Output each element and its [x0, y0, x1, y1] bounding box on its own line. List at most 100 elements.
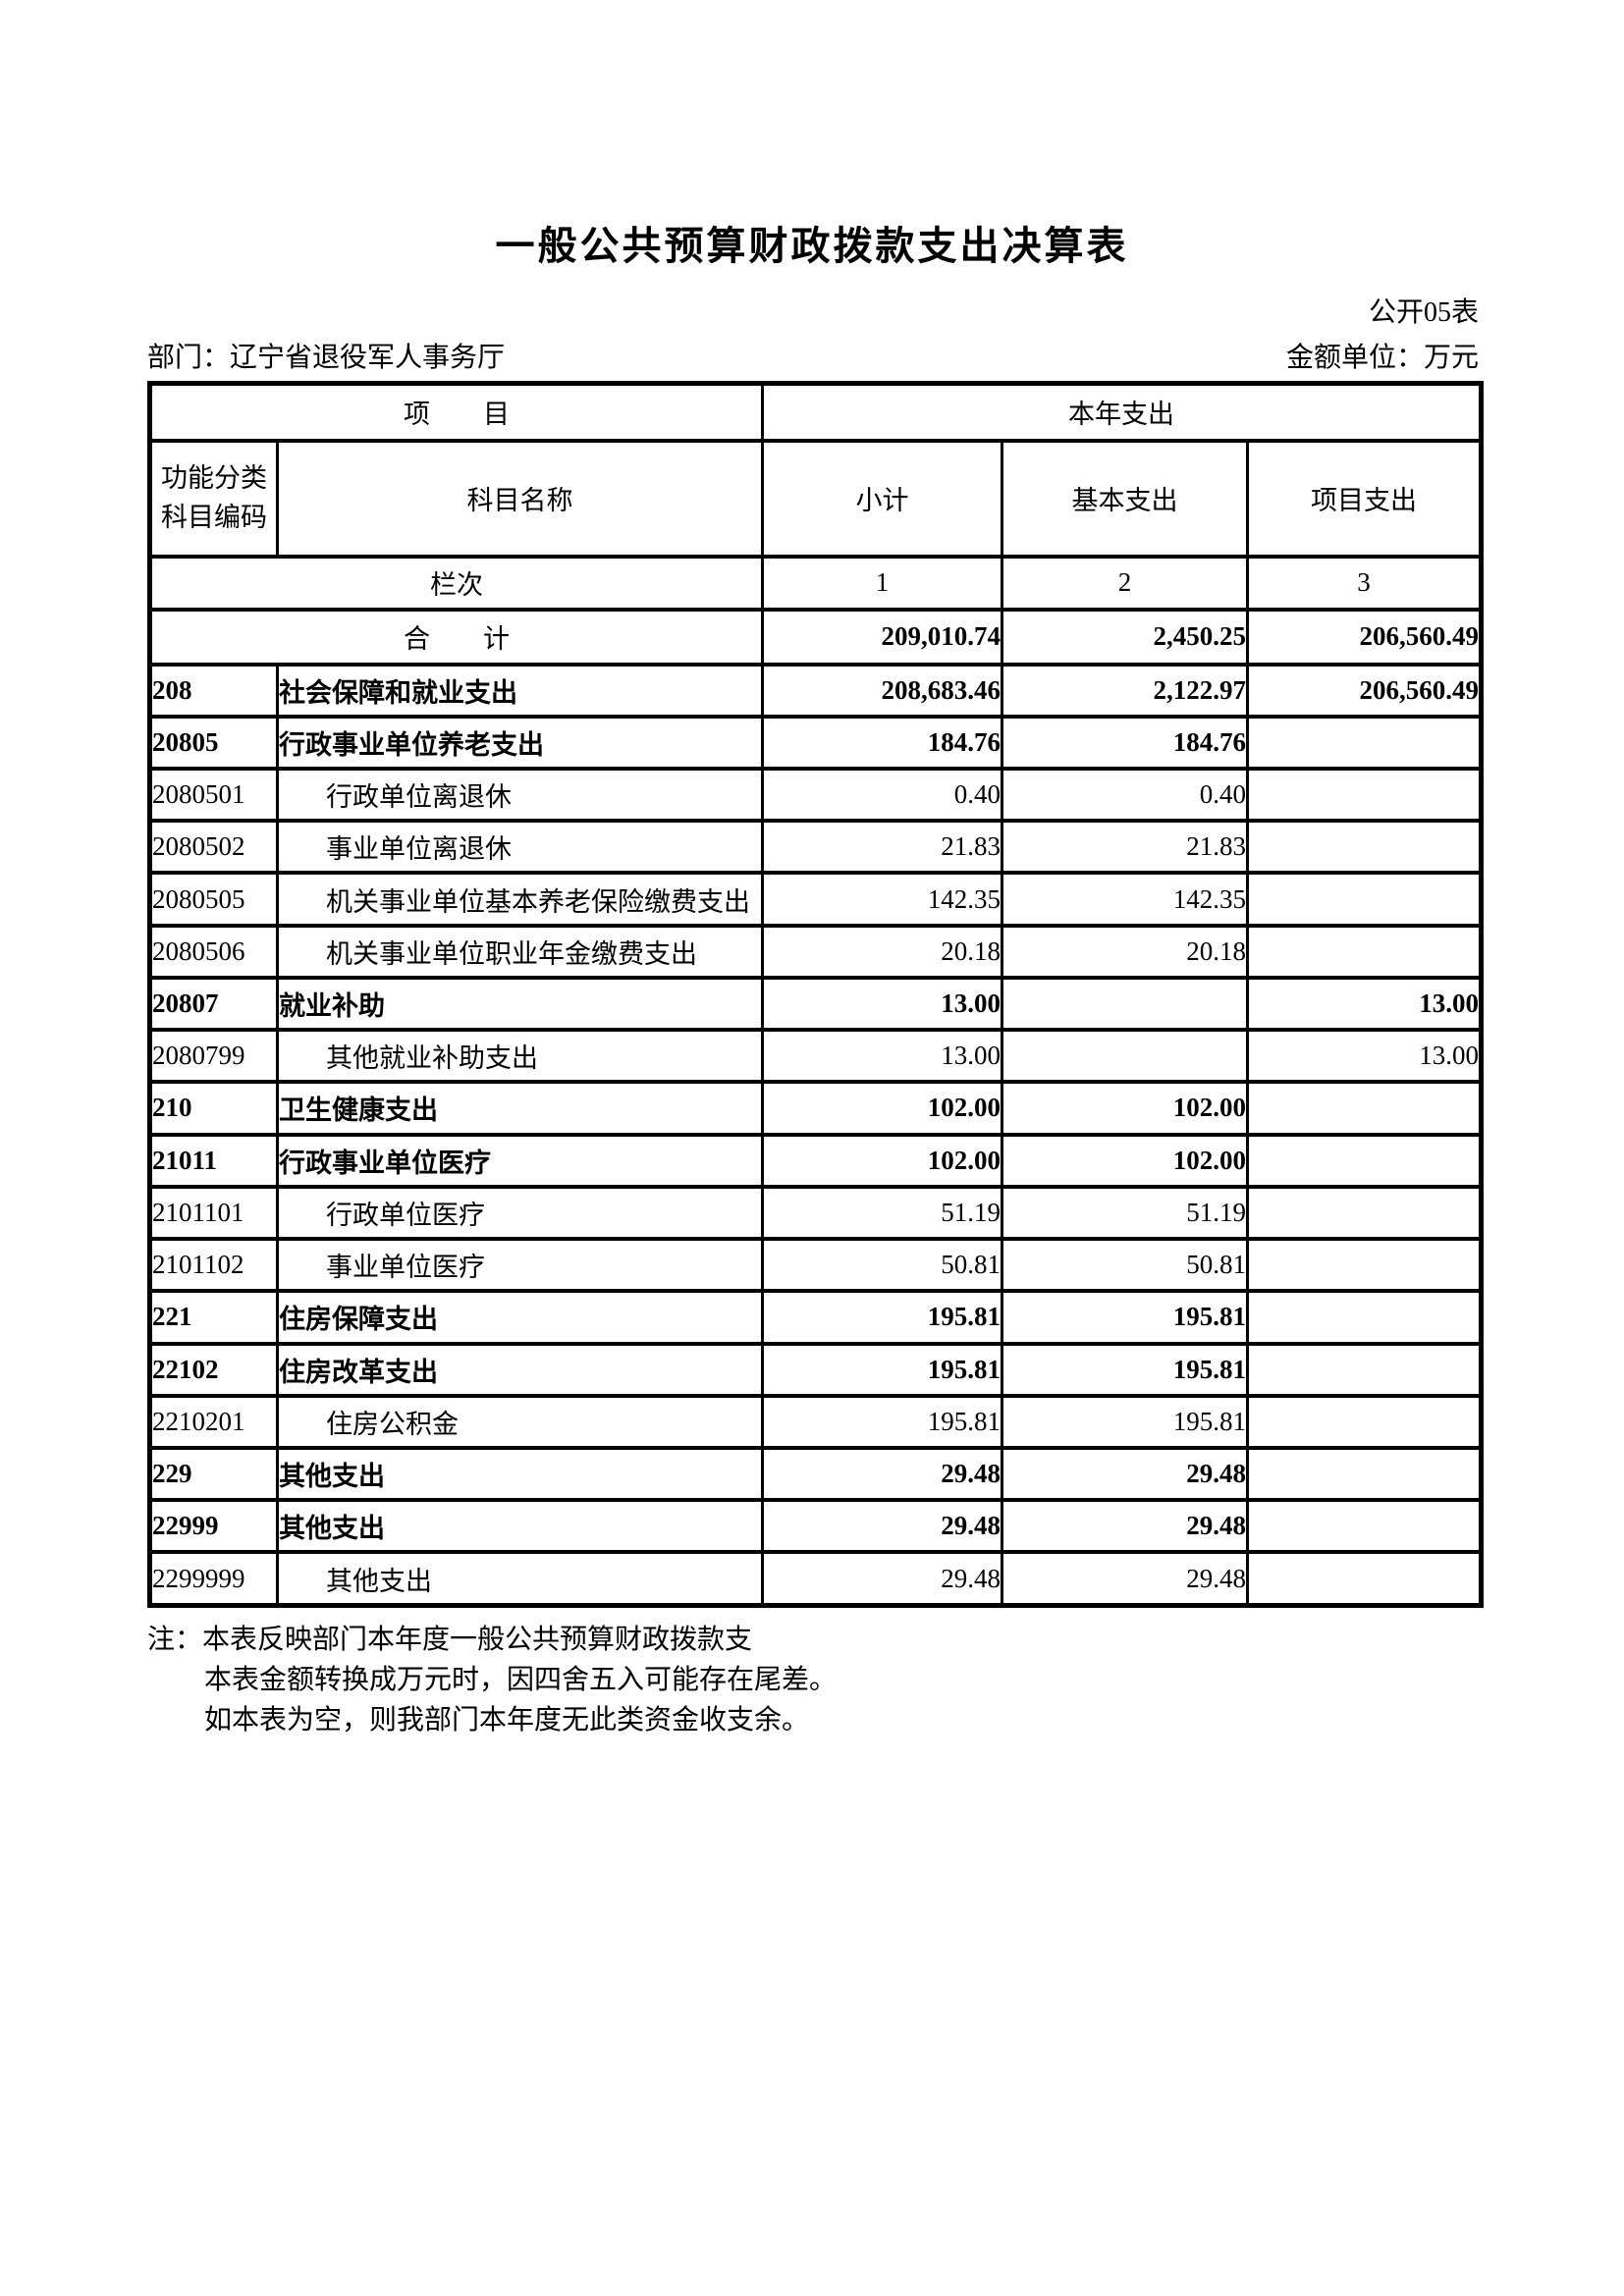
cell-basic: 20.18	[1001, 923, 1249, 980]
cell-subtotal: 29.48	[761, 1446, 1003, 1503]
cell-name: 住房公积金	[276, 1393, 764, 1451]
cell-subtotal: 50.81	[761, 1237, 1003, 1294]
cell-name: 行政事业单位医疗	[276, 1132, 764, 1189]
department-label: 部门：辽宁省退役军人事务厅	[147, 343, 506, 373]
cell-name: 其他支出	[276, 1498, 764, 1555]
cell-name: 行政单位离退休	[276, 766, 764, 824]
total-row: 合 计 209,010.74 2,450.25 206,560.49	[148, 607, 1484, 667]
cell-name: 事业单位医疗	[276, 1237, 764, 1294]
cell-basic: 0.40	[1001, 766, 1249, 824]
cell-project	[1245, 1237, 1484, 1294]
meta-line: 部门：辽宁省退役军人事务厅 金额单位：万元	[147, 336, 1479, 375]
cell-basic: 195.81	[1001, 1393, 1249, 1451]
table-row: 208 社会保障和就业支出 208,683.46 2,122.97 206,560.49	[148, 662, 1484, 719]
cell-code: 2080505	[148, 871, 279, 928]
cell-name: 其他支出	[276, 1446, 764, 1503]
cell-project	[1245, 714, 1484, 771]
total-subtotal: 209,010.74	[761, 607, 1003, 667]
header-columns-row: 功能分类 科目编码 科目名称 小计 基本支出 项目支出	[148, 438, 1484, 559]
table-row: 2080799 其他就业补助支出 13.00 13.00	[148, 1028, 1484, 1085]
total-project: 206,560.49	[1245, 607, 1484, 667]
cell-subtotal: 195.81	[761, 1289, 1003, 1346]
rank-col-2: 2	[1001, 554, 1249, 612]
table-row: 22999 其他支出 29.48 29.48	[148, 1498, 1484, 1555]
note-line-3: 如本表为空，则我部门本年度无此类资金收支余。	[204, 1705, 810, 1735]
table-row: 2299999 其他支出 29.48 29.48	[148, 1550, 1484, 1608]
cell-code: 2080502	[148, 819, 279, 876]
cell-subtotal: 142.35	[761, 871, 1003, 928]
rank-col-1: 1	[761, 554, 1003, 612]
cell-subtotal: 21.83	[761, 819, 1003, 876]
cell-basic: 195.81	[1001, 1289, 1249, 1346]
unit-label: 金额单位：万元	[1285, 343, 1479, 373]
cell-basic	[1001, 975, 1249, 1033]
table-row: 2101101 行政单位医疗 51.19 51.19	[148, 1184, 1484, 1242]
table-row: 2080505 机关事业单位基本养老保险缴费支出 142.35 142.35	[148, 871, 1484, 928]
cell-code: 221	[148, 1289, 279, 1346]
table-row: 21011 行政事业单位医疗 102.00 102.00	[148, 1132, 1484, 1189]
cell-name: 机关事业单位基本养老保险缴费支出	[276, 871, 764, 928]
cell-code: 2101102	[148, 1237, 279, 1294]
table-body: 项 目 本年支出 功能分类 科目编码 科目名称 小计 基本支出 项目支出 栏次 …	[148, 381, 1484, 1608]
cell-subtotal: 208,683.46	[761, 662, 1003, 719]
page-title: 一般公共预算财政拨款支出决算表	[495, 224, 1129, 268]
cell-basic: 21.83	[1001, 819, 1249, 876]
header-project-expense: 项目支出	[1245, 438, 1484, 559]
total-basic: 2,450.25	[1001, 607, 1249, 667]
cell-code: 22999	[148, 1498, 279, 1555]
cell-subtotal: 20.18	[761, 923, 1003, 980]
note-line-2: 本表金额转换成万元时，因四舍五入可能存在尾差。	[204, 1665, 838, 1695]
table-row: 2080502 事业单位离退休 21.83 21.83	[148, 819, 1484, 876]
notes-block: 注：本表反映部门本年度一般公共预算财政拨款支 本表金额转换成万元时，因四舍五入可…	[147, 1620, 837, 1740]
cell-project	[1245, 1289, 1484, 1346]
cell-basic: 184.76	[1001, 714, 1249, 771]
cell-code: 2080506	[148, 923, 279, 980]
cell-project	[1245, 1080, 1484, 1137]
cell-name: 事业单位离退休	[276, 819, 764, 876]
rank-row: 栏次 1 2 3	[148, 554, 1484, 612]
cell-subtotal: 51.19	[761, 1184, 1003, 1242]
cell-project: 13.00	[1245, 1028, 1484, 1085]
budget-table: 项 目 本年支出 功能分类 科目编码 科目名称 小计 基本支出 项目支出 栏次 …	[147, 381, 1485, 1608]
table-row: 229 其他支出 29.48 29.48	[148, 1446, 1484, 1503]
rank-label: 栏次	[148, 554, 764, 612]
cell-name: 住房改革支出	[276, 1341, 764, 1398]
cell-name: 机关事业单位职业年金缴费支出	[276, 923, 764, 980]
cell-name: 社会保障和就业支出	[276, 662, 764, 719]
cell-basic: 29.48	[1001, 1446, 1249, 1503]
cell-name: 卫生健康支出	[276, 1080, 764, 1137]
cell-subtotal: 102.00	[761, 1080, 1003, 1137]
table-row: 2210201 住房公积金 195.81 195.81	[148, 1393, 1484, 1451]
cell-name: 行政单位医疗	[276, 1184, 764, 1242]
header-function-code-line2: 科目编码	[161, 502, 267, 532]
cell-subtotal: 0.40	[761, 766, 1003, 824]
cell-project	[1245, 1550, 1484, 1608]
cell-code: 208	[148, 662, 279, 719]
cell-basic: 195.81	[1001, 1341, 1249, 1398]
cell-code: 20807	[148, 975, 279, 1033]
table-row: 221 住房保障支出 195.81 195.81	[148, 1289, 1484, 1346]
table-row: 20805 行政事业单位养老支出 184.76 184.76	[148, 714, 1484, 771]
total-label: 合 计	[148, 607, 764, 667]
cell-subtotal: 29.48	[761, 1498, 1003, 1555]
note-line-1: 注：本表反映部门本年度一般公共预算财政拨款支	[147, 1625, 753, 1655]
cell-subtotal: 195.81	[761, 1393, 1003, 1451]
cell-project	[1245, 1393, 1484, 1451]
cell-project: 206,560.49	[1245, 662, 1484, 719]
table-row: 2080501 行政单位离退休 0.40 0.40	[148, 766, 1484, 824]
table-row: 210 卫生健康支出 102.00 102.00	[148, 1080, 1484, 1137]
cell-code: 229	[148, 1446, 279, 1503]
cell-name: 行政事业单位养老支出	[276, 714, 764, 771]
cell-basic: 29.48	[1001, 1550, 1249, 1608]
cell-subtotal: 184.76	[761, 714, 1003, 771]
cell-code: 21011	[148, 1132, 279, 1189]
cell-code: 22102	[148, 1341, 279, 1398]
header-expense-group: 本年支出	[760, 381, 1484, 443]
cell-project	[1245, 819, 1484, 876]
cell-basic	[1001, 1028, 1249, 1085]
header-function-code-line1: 功能分类	[161, 463, 267, 494]
cell-basic: 2,122.97	[1001, 662, 1249, 719]
cell-basic: 50.81	[1001, 1237, 1249, 1294]
cell-name: 其他支出	[276, 1550, 764, 1608]
